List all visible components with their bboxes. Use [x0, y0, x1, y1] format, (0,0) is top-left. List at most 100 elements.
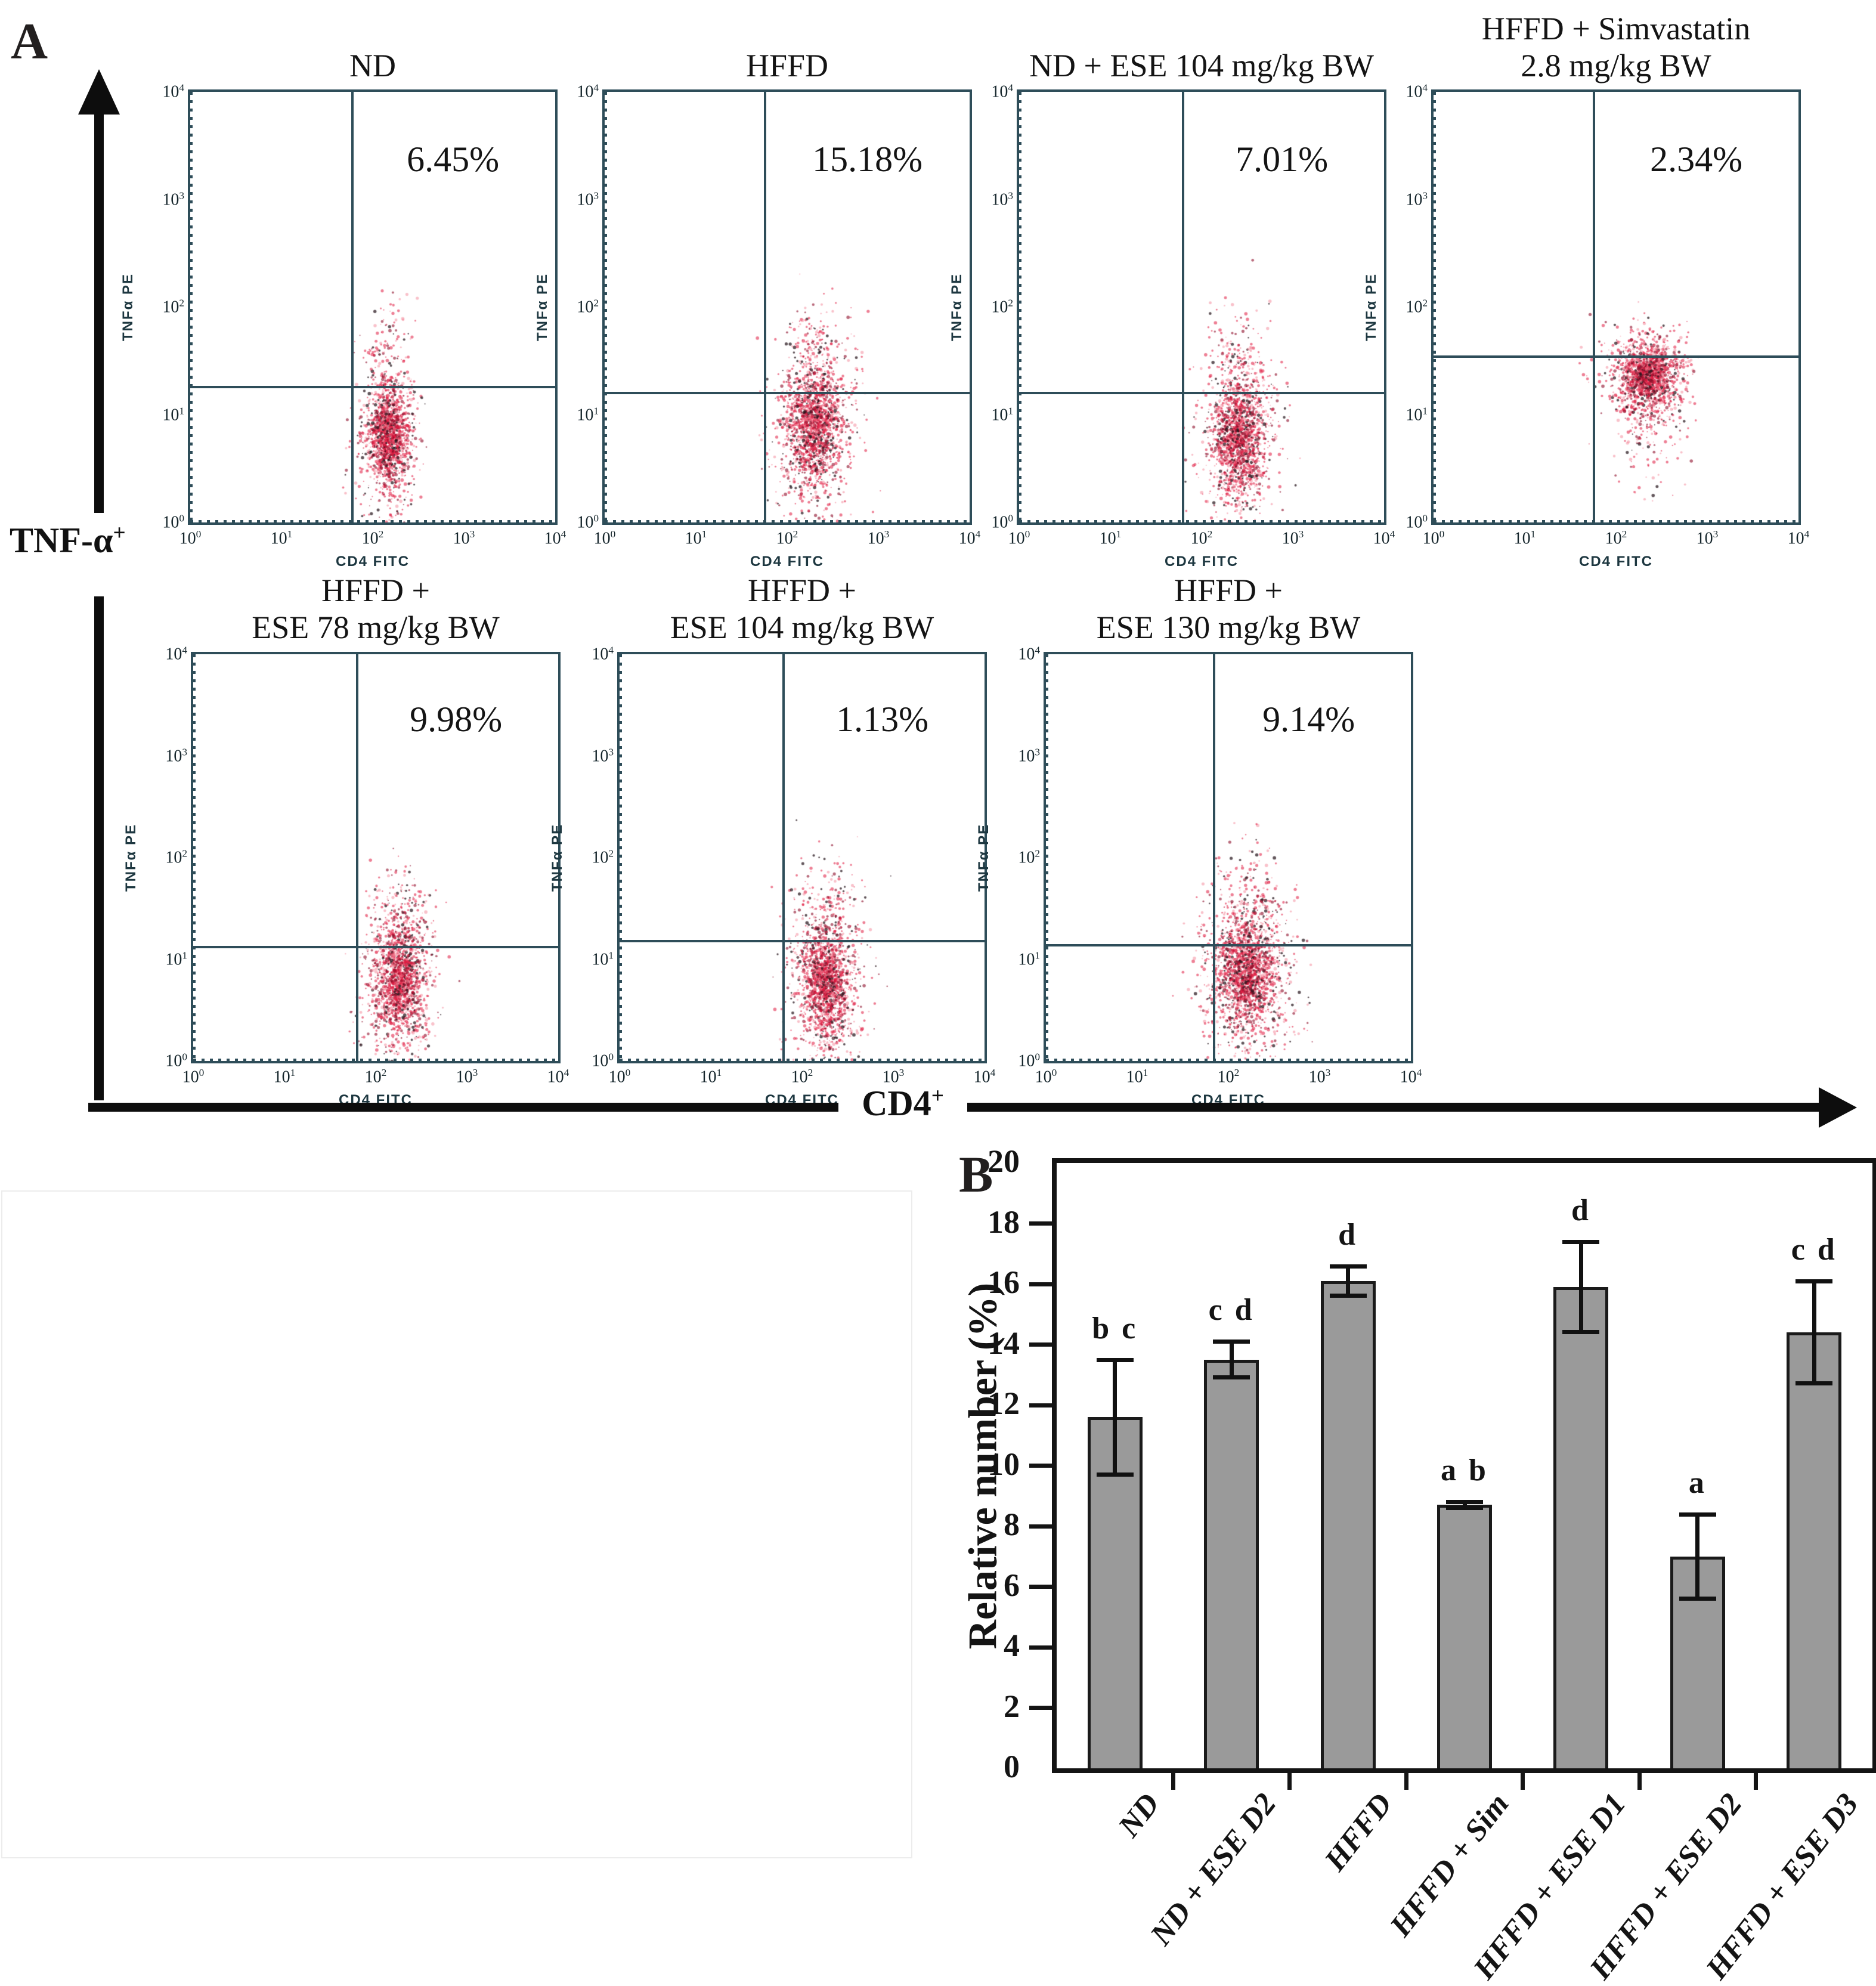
bar-y-tick-label: 10: [987, 1446, 1020, 1482]
x-axis-tick-label: 103: [883, 1067, 905, 1087]
log-base: 10: [165, 747, 182, 766]
minor-ticks-x: [193, 1059, 558, 1061]
log-base: 10: [577, 298, 594, 317]
flow-x-axis-label: CD4 FITC: [336, 553, 410, 570]
log-exponent: 2: [179, 297, 184, 309]
error-bar-line: [1812, 1280, 1816, 1384]
x-axis-tick-label: 104: [974, 1067, 996, 1087]
x-axis-tick-label: 104: [547, 1067, 569, 1087]
error-bar-cap-top: [1096, 1357, 1134, 1362]
minor-ticks-y: [620, 654, 622, 1061]
log-exponent: 4: [179, 82, 184, 94]
cd4-axis-label-text: CD4: [862, 1084, 931, 1123]
quadrant-hline: [1046, 943, 1411, 946]
log-base: 10: [1018, 848, 1035, 867]
error-bar-cap-bottom: [1329, 1294, 1367, 1298]
log-exponent: 3: [1422, 189, 1428, 201]
y-axis-tick-label: 100: [991, 512, 1013, 532]
log-base: 10: [577, 190, 594, 209]
y-axis-tick-label: 101: [592, 949, 614, 969]
bar-y-tick-mark: [1029, 1342, 1052, 1347]
error-bar-cap-top: [1679, 1512, 1716, 1517]
quadrant-hline: [620, 939, 985, 942]
y-axis-tick-label: 101: [991, 405, 1013, 425]
log-base: 10: [991, 513, 1008, 532]
minor-ticks-x: [190, 520, 555, 522]
log-base: 10: [165, 1051, 182, 1071]
flow-plot-hffd-ese-78: 9.98% 104 103 102 101 100 100 101 102 103 104 TNFα …: [123, 644, 569, 1108]
x-axis-tick-label: 102: [776, 528, 798, 548]
log-exponent: 0: [199, 1067, 205, 1078]
flow-plot-title-line: HFFD: [745, 48, 829, 84]
y-axis-tick-label: 104: [592, 644, 614, 664]
flow-plot-nd: 6.45% 104 103 102 101 100 100 101 102 103 104 TNFα …: [120, 82, 566, 570]
log-exponent: 4: [564, 1067, 569, 1078]
log-base: 10: [547, 1068, 564, 1087]
flow-plot-hffd-simvastatin: 2.34% 104 103 102 101 100 100 101 102 103 104 TNFα …: [1363, 82, 1809, 570]
minor-ticks-x: [605, 520, 970, 522]
log-base: 10: [165, 645, 182, 664]
log-base: 10: [973, 1068, 990, 1087]
scatter-cloud-canvas: [620, 654, 985, 1061]
log-base: 10: [456, 1068, 473, 1087]
bar-chart-plot-frame: [1052, 1158, 1876, 1773]
log-base: 10: [1008, 529, 1025, 548]
flow-plot-title-line: HFFD +: [1174, 572, 1283, 608]
log-exponent: 2: [378, 528, 384, 540]
flow-plot-title: HFFD + ESE 130 mg/kg BW: [1017, 564, 1440, 646]
log-base: 10: [364, 1068, 382, 1087]
y-axis-tick-label: 102: [162, 297, 184, 317]
y-axis-tick-label: 100: [577, 512, 599, 532]
quadrant-vline: [1212, 654, 1215, 1061]
log-exponent: 4: [1035, 644, 1040, 656]
error-bar-cap-bottom: [1213, 1375, 1250, 1380]
significance-letters: a: [1688, 1465, 1707, 1500]
log-base: 10: [685, 529, 702, 548]
log-exponent: 4: [1389, 528, 1395, 540]
log-exponent: 4: [975, 528, 981, 540]
log-exponent: 2: [1422, 297, 1428, 309]
log-base: 10: [592, 950, 609, 969]
minor-ticks-y: [1046, 654, 1048, 1061]
log-base: 10: [453, 529, 470, 548]
x-axis-tick-label: 101: [271, 528, 293, 548]
minor-ticks-x: [1019, 520, 1384, 522]
x-axis-tick-label: 101: [1126, 1067, 1148, 1087]
y-axis-tick-label: 102: [1406, 297, 1428, 317]
log-base: 10: [577, 406, 594, 425]
y-axis-tick-label: 104: [1406, 82, 1428, 101]
log-exponent: 1: [290, 1067, 296, 1078]
quadrant-vline: [1593, 92, 1596, 522]
bar-x-tick-mark: [1404, 1773, 1408, 1790]
log-exponent: 2: [1008, 297, 1013, 309]
flow-plot-hffd: 15.18% 104 103 102 101 100 100 101 102 103 104 TNFα…: [534, 82, 980, 570]
scatter-cloud-canvas: [605, 92, 970, 522]
minor-ticks-y: [193, 654, 196, 1061]
log-base: 10: [544, 529, 561, 548]
log-exponent: 1: [1116, 528, 1122, 540]
bar-y-tick-label: 6: [1004, 1567, 1020, 1603]
bar-y-tick-mark: [1029, 1585, 1052, 1589]
log-exponent: 4: [1008, 82, 1013, 94]
log-base: 10: [592, 848, 609, 867]
cd4-axis-label-sup: +: [931, 1084, 944, 1108]
flow-plot-nd-ese-104: 7.01% 104 103 102 101 100 100 101 102 103 104 TNFα …: [949, 82, 1395, 570]
tnf-alpha-axis-label-sup: +: [113, 521, 126, 545]
log-exponent: 0: [610, 528, 616, 540]
flow-plot-title-line: 2.8 mg/kg BW: [1521, 48, 1711, 84]
log-base: 10: [991, 406, 1008, 425]
log-exponent: 0: [625, 1067, 631, 1078]
bar-y-tick-mark: [1029, 1282, 1052, 1286]
log-base: 10: [577, 513, 594, 532]
log-exponent: 2: [1621, 528, 1627, 540]
log-base: 10: [1406, 406, 1423, 425]
quadrant-percentage: 7.01%: [1236, 140, 1329, 180]
flow-plot-hffd-ese-104: 1.13% 104 103 102 101 100 100 101 102 103 104 TNFα …: [549, 644, 995, 1108]
log-exponent: 3: [884, 528, 890, 540]
x-axis-tick-label: 101: [1100, 528, 1122, 548]
log-base: 10: [270, 529, 287, 548]
cd4-axis-label: CD4+: [840, 1083, 966, 1124]
y-axis-tick-label: 102: [577, 297, 599, 317]
log-exponent: 3: [469, 528, 475, 540]
quadrant-hline: [190, 385, 555, 388]
